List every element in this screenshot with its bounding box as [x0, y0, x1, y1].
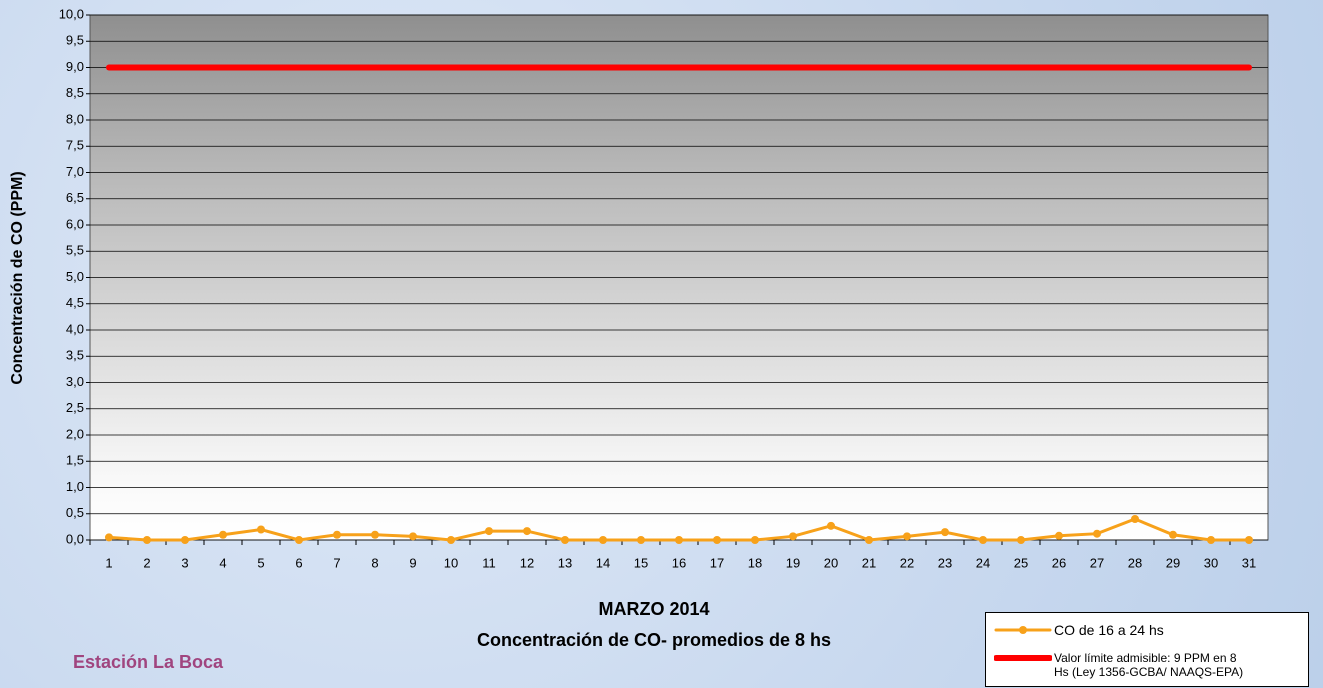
- data-point: [599, 536, 607, 544]
- data-point: [1131, 515, 1139, 523]
- data-point: [371, 531, 379, 539]
- data-point: [257, 526, 265, 534]
- x-tick-label: 26: [1052, 555, 1066, 570]
- data-point: [1245, 536, 1253, 544]
- station-label: Estación La Boca: [73, 652, 224, 672]
- x-tick-label: 6: [295, 555, 302, 570]
- x-tick-label: 11: [482, 555, 496, 570]
- data-point: [333, 531, 341, 539]
- legend-marker: [1019, 626, 1027, 634]
- y-tick-label: 8,0: [66, 111, 84, 126]
- data-point: [827, 522, 835, 530]
- data-point: [865, 536, 873, 544]
- page: Concentración de CO (PPM) MARZO 2014 Con…: [0, 0, 1323, 688]
- x-tick-label: 5: [257, 555, 264, 570]
- x-tick-label: 31: [1242, 555, 1256, 570]
- data-point: [409, 532, 417, 540]
- data-point: [447, 536, 455, 544]
- legend: CO de 16 a 24 hs Valor límite admisible: …: [985, 612, 1309, 687]
- y-tick-label: 5,0: [66, 269, 84, 284]
- y-tick-label: 3,5: [66, 348, 84, 363]
- y-axis-label: Concentración de CO (PPM): [9, 171, 26, 384]
- data-point: [789, 532, 797, 540]
- data-point: [143, 536, 151, 544]
- x-tick-label: 12: [520, 555, 534, 570]
- data-point: [1017, 536, 1025, 544]
- x-tick-label: 10: [444, 555, 458, 570]
- x-tick-label: 7: [333, 555, 340, 570]
- legend-label: CO de 16 a 24 hs: [1054, 623, 1164, 637]
- x-tick-label: 23: [938, 555, 952, 570]
- x-tick-label: 25: [1014, 555, 1028, 570]
- y-tick-label: 0,5: [66, 505, 84, 520]
- data-point: [903, 532, 911, 540]
- data-point: [979, 536, 987, 544]
- legend-swatch: [994, 623, 1052, 637]
- x-tick-label: 16: [672, 555, 686, 570]
- data-point: [523, 527, 531, 535]
- y-tick-label: 6,0: [66, 216, 84, 231]
- data-point: [181, 536, 189, 544]
- x-tick-label: 18: [748, 555, 762, 570]
- data-point: [1055, 532, 1063, 540]
- chart-title: MARZO 2014: [598, 599, 709, 619]
- x-tick-label: 9: [409, 555, 416, 570]
- y-tick-label: 1,5: [66, 453, 84, 468]
- data-point: [105, 533, 113, 541]
- x-tick-label: 4: [219, 555, 226, 570]
- x-tick-label: 24: [976, 555, 990, 570]
- y-tick-label: 5,5: [66, 243, 84, 258]
- y-tick-label: 9,5: [66, 33, 84, 48]
- data-point: [561, 536, 569, 544]
- y-tick-label: 8,5: [66, 85, 84, 100]
- data-point: [485, 527, 493, 535]
- x-tick-label: 22: [900, 555, 914, 570]
- data-point: [637, 536, 645, 544]
- legend-item: CO de 16 a 24 hs: [994, 623, 1164, 637]
- legend-label: Valor límite admisible: 9 PPM en 8 Hs (L…: [1054, 651, 1244, 679]
- y-tick-label: 7,0: [66, 164, 84, 179]
- x-tick-label: 14: [596, 555, 610, 570]
- x-tick-label: 17: [710, 555, 724, 570]
- x-tick-label: 20: [824, 555, 838, 570]
- y-tick-label: 0,0: [66, 531, 84, 546]
- y-tick-label: 4,5: [66, 295, 84, 310]
- data-point: [1207, 536, 1215, 544]
- y-tick-label: 2,5: [66, 400, 84, 415]
- x-tick-label: 2: [143, 555, 150, 570]
- data-point: [751, 536, 759, 544]
- y-tick-label: 10,0: [59, 6, 84, 21]
- x-tick-label: 27: [1090, 555, 1104, 570]
- chart: Concentración de CO (PPM) MARZO 2014 Con…: [0, 0, 1323, 688]
- x-tick-label: 3: [181, 555, 188, 570]
- chart-subtitle: Concentración de CO- promedios de 8 hs: [477, 630, 831, 650]
- x-tick-label: 1: [105, 555, 112, 570]
- x-tick-label: 19: [786, 555, 800, 570]
- x-tick-label: 21: [862, 555, 876, 570]
- data-point: [1093, 530, 1101, 538]
- y-tick-label: 9,0: [66, 59, 84, 74]
- y-tick-label: 3,0: [66, 374, 84, 389]
- y-tick-label: 6,5: [66, 190, 84, 205]
- y-tick-label: 4,0: [66, 321, 84, 336]
- x-tick-label: 29: [1166, 555, 1180, 570]
- data-point: [1169, 531, 1177, 539]
- y-tick-label: 7,5: [66, 138, 84, 153]
- x-tick-label: 13: [558, 555, 572, 570]
- data-point: [219, 531, 227, 539]
- data-point: [675, 536, 683, 544]
- data-point: [713, 536, 721, 544]
- legend-swatch: [994, 651, 1052, 665]
- x-tick-label: 30: [1204, 555, 1218, 570]
- y-tick-label: 1,0: [66, 479, 84, 494]
- data-point: [295, 536, 303, 544]
- x-tick-label: 8: [371, 555, 378, 570]
- x-tick-label: 28: [1128, 555, 1142, 570]
- data-point: [941, 528, 949, 536]
- legend-item: Valor límite admisible: 9 PPM en 8 Hs (L…: [994, 651, 1244, 679]
- x-tick-label: 15: [634, 555, 648, 570]
- y-tick-label: 2,0: [66, 426, 84, 441]
